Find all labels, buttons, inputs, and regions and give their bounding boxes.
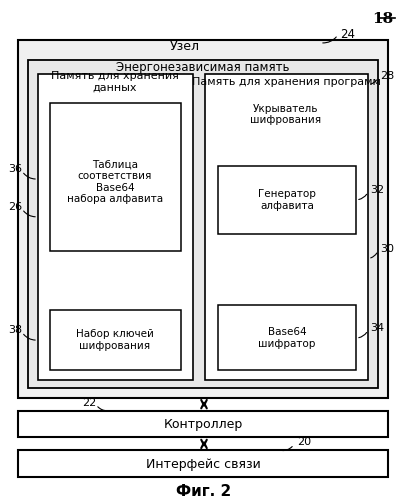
Text: 34: 34 <box>370 323 384 333</box>
Text: Контроллер: Контроллер <box>163 418 243 431</box>
Bar <box>50 104 181 251</box>
Text: 22: 22 <box>82 398 96 407</box>
Text: Набор ключей
шифрования: Набор ключей шифрования <box>76 329 154 351</box>
Bar <box>28 60 378 388</box>
Text: 38: 38 <box>8 325 22 335</box>
Text: Фиг. 2: Фиг. 2 <box>176 484 232 498</box>
Text: 36: 36 <box>8 164 22 174</box>
Text: 18: 18 <box>372 12 393 26</box>
Text: 24: 24 <box>340 28 355 42</box>
Text: 26: 26 <box>8 202 22 212</box>
Text: Генератор
алфавита: Генератор алфавита <box>258 189 316 210</box>
Text: Энергонезависимая память: Энергонезависимая память <box>116 61 290 74</box>
Bar <box>18 410 388 438</box>
Bar <box>218 166 356 234</box>
Text: 20: 20 <box>297 438 311 448</box>
Text: Память для хранения
данных: Память для хранения данных <box>51 70 179 92</box>
Text: Укрыватель
шифрования: Укрыватель шифрования <box>251 104 322 125</box>
Bar <box>38 74 193 380</box>
Text: 32: 32 <box>370 185 384 195</box>
Bar <box>205 74 368 380</box>
Text: 30: 30 <box>380 244 394 254</box>
Text: Память для хранения программ: Память для хранения программ <box>192 76 380 86</box>
Text: Узел: Узел <box>170 40 200 53</box>
Bar <box>50 310 181 370</box>
Text: 28: 28 <box>380 70 394 81</box>
Text: Интерфейс связи: Интерфейс связи <box>146 458 260 471</box>
Bar <box>18 40 388 398</box>
Bar <box>18 450 388 477</box>
Text: Base64
шифратор: Base64 шифратор <box>258 327 316 349</box>
Bar <box>218 305 356 370</box>
Text: Таблица
соответствия
Base64
набора алфавита: Таблица соответствия Base64 набора алфав… <box>67 160 163 204</box>
